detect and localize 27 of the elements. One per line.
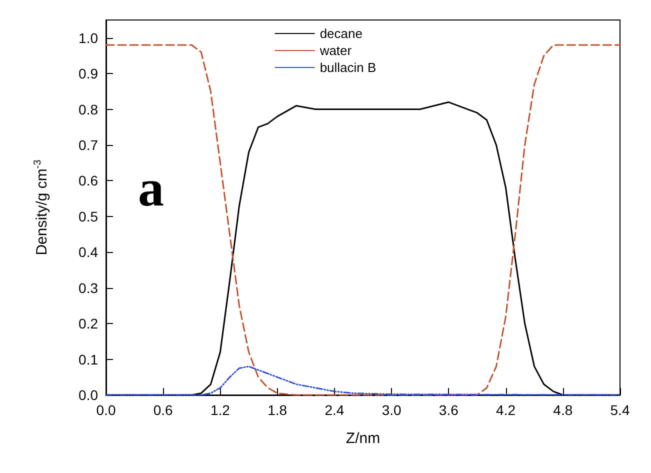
x-tick-label: 3.6 (438, 402, 459, 418)
y-tick-label: 0.5 (78, 208, 98, 224)
legend-label: bullacin B (320, 60, 376, 75)
x-tick-label: 3.0 (382, 402, 402, 418)
y-tick-label: 1.0 (78, 30, 98, 46)
legend-label: decane (320, 26, 362, 41)
y-tick-label: 0.3 (78, 280, 98, 296)
y-tick-label: 0.0 (78, 387, 98, 403)
x-tick-label: 0.0 (96, 402, 116, 418)
x-tick-label: 0.6 (153, 402, 174, 418)
annotation: a (138, 160, 164, 218)
x-tick-label: 4.2 (496, 402, 516, 418)
x-tick-label: 1.8 (268, 402, 288, 418)
legend-label: water (318, 43, 352, 58)
y-tick-label: 0.8 (78, 101, 98, 118)
y-tick-label: 0.7 (78, 137, 98, 153)
x-tick-label: 4.8 (553, 402, 573, 418)
y-tick-label: 0.2 (78, 316, 98, 332)
y-axis-title: Density/g cm-3 (32, 159, 50, 256)
y-tick-label: 0.4 (78, 244, 98, 260)
x-tick-label: 5.4 (610, 402, 630, 418)
x-axis-title: Z/nm (346, 430, 380, 447)
y-tick-label: 0.1 (78, 351, 98, 368)
y-tick-label: 0.6 (78, 172, 98, 189)
x-tick-label: 2.4 (324, 402, 344, 418)
y-tick-label: 0.9 (78, 66, 98, 82)
x-tick-label: 1.2 (210, 402, 230, 418)
